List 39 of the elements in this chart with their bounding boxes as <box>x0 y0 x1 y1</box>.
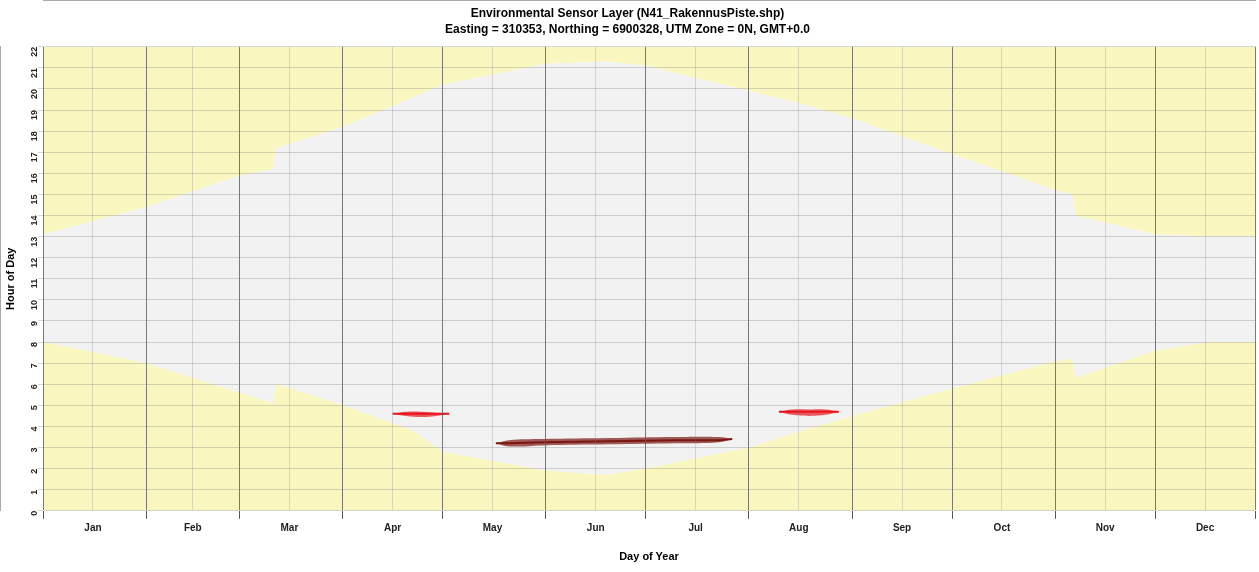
y-tick-label: 0 <box>29 510 40 516</box>
y-tick-label: 3 <box>29 447 40 453</box>
x-tick-label: Jan <box>84 521 102 533</box>
chart-title: Environmental Sensor Layer (N41_RakennusPiste.shp) <box>470 5 785 20</box>
x-tick-label: Mar <box>280 521 299 533</box>
x-tick-label: May <box>482 521 503 533</box>
x-tick-label: Feb <box>183 521 202 533</box>
y-tick-label: 22 <box>29 46 40 57</box>
x-tick-label: Nov <box>1095 521 1116 533</box>
y-tick-label: 4 <box>29 426 40 432</box>
y-tick-label: 9 <box>29 320 40 326</box>
y-tick-label: 1 <box>29 489 40 495</box>
chart-subtitle: Easting = 310353, Northing = 6900328, UTM Zone = 0N, GMT+0.0 <box>445 21 811 36</box>
y-tick-label: 21 <box>29 67 40 78</box>
y-tick-label: 10 <box>29 299 40 310</box>
y-tick-label: 14 <box>29 215 40 226</box>
y-tick-label: 20 <box>29 88 40 99</box>
y-axis-title: Hour of Day <box>3 246 16 310</box>
x-tick-label: Sep <box>892 521 912 533</box>
y-tick-label: 7 <box>29 363 40 369</box>
x-tick-label: Dec <box>1195 521 1215 533</box>
y-tick-label: 13 <box>29 236 40 247</box>
y-tick-label: 19 <box>29 110 40 121</box>
y-tick-label: 18 <box>29 131 40 142</box>
y-tick-label: 15 <box>29 194 40 205</box>
x-tick-label: Oct <box>993 521 1011 533</box>
y-tick-label: 2 <box>29 468 40 474</box>
y-tick-label: 6 <box>29 384 40 390</box>
y-tick-label: 16 <box>29 173 40 184</box>
y-tick-label: 5 <box>29 405 40 411</box>
x-axis-title: Day of Year <box>619 550 680 563</box>
y-tick-label: 8 <box>29 342 40 348</box>
y-tick-label: 11 <box>29 278 40 289</box>
x-tick-label: Jun <box>586 521 605 533</box>
y-tick-label: 12 <box>29 257 40 268</box>
y-tick-label: 17 <box>29 152 40 163</box>
x-tick-label: Apr <box>384 521 402 533</box>
x-tick-label: Jul <box>688 521 704 533</box>
x-tick-label: Aug <box>789 521 809 533</box>
